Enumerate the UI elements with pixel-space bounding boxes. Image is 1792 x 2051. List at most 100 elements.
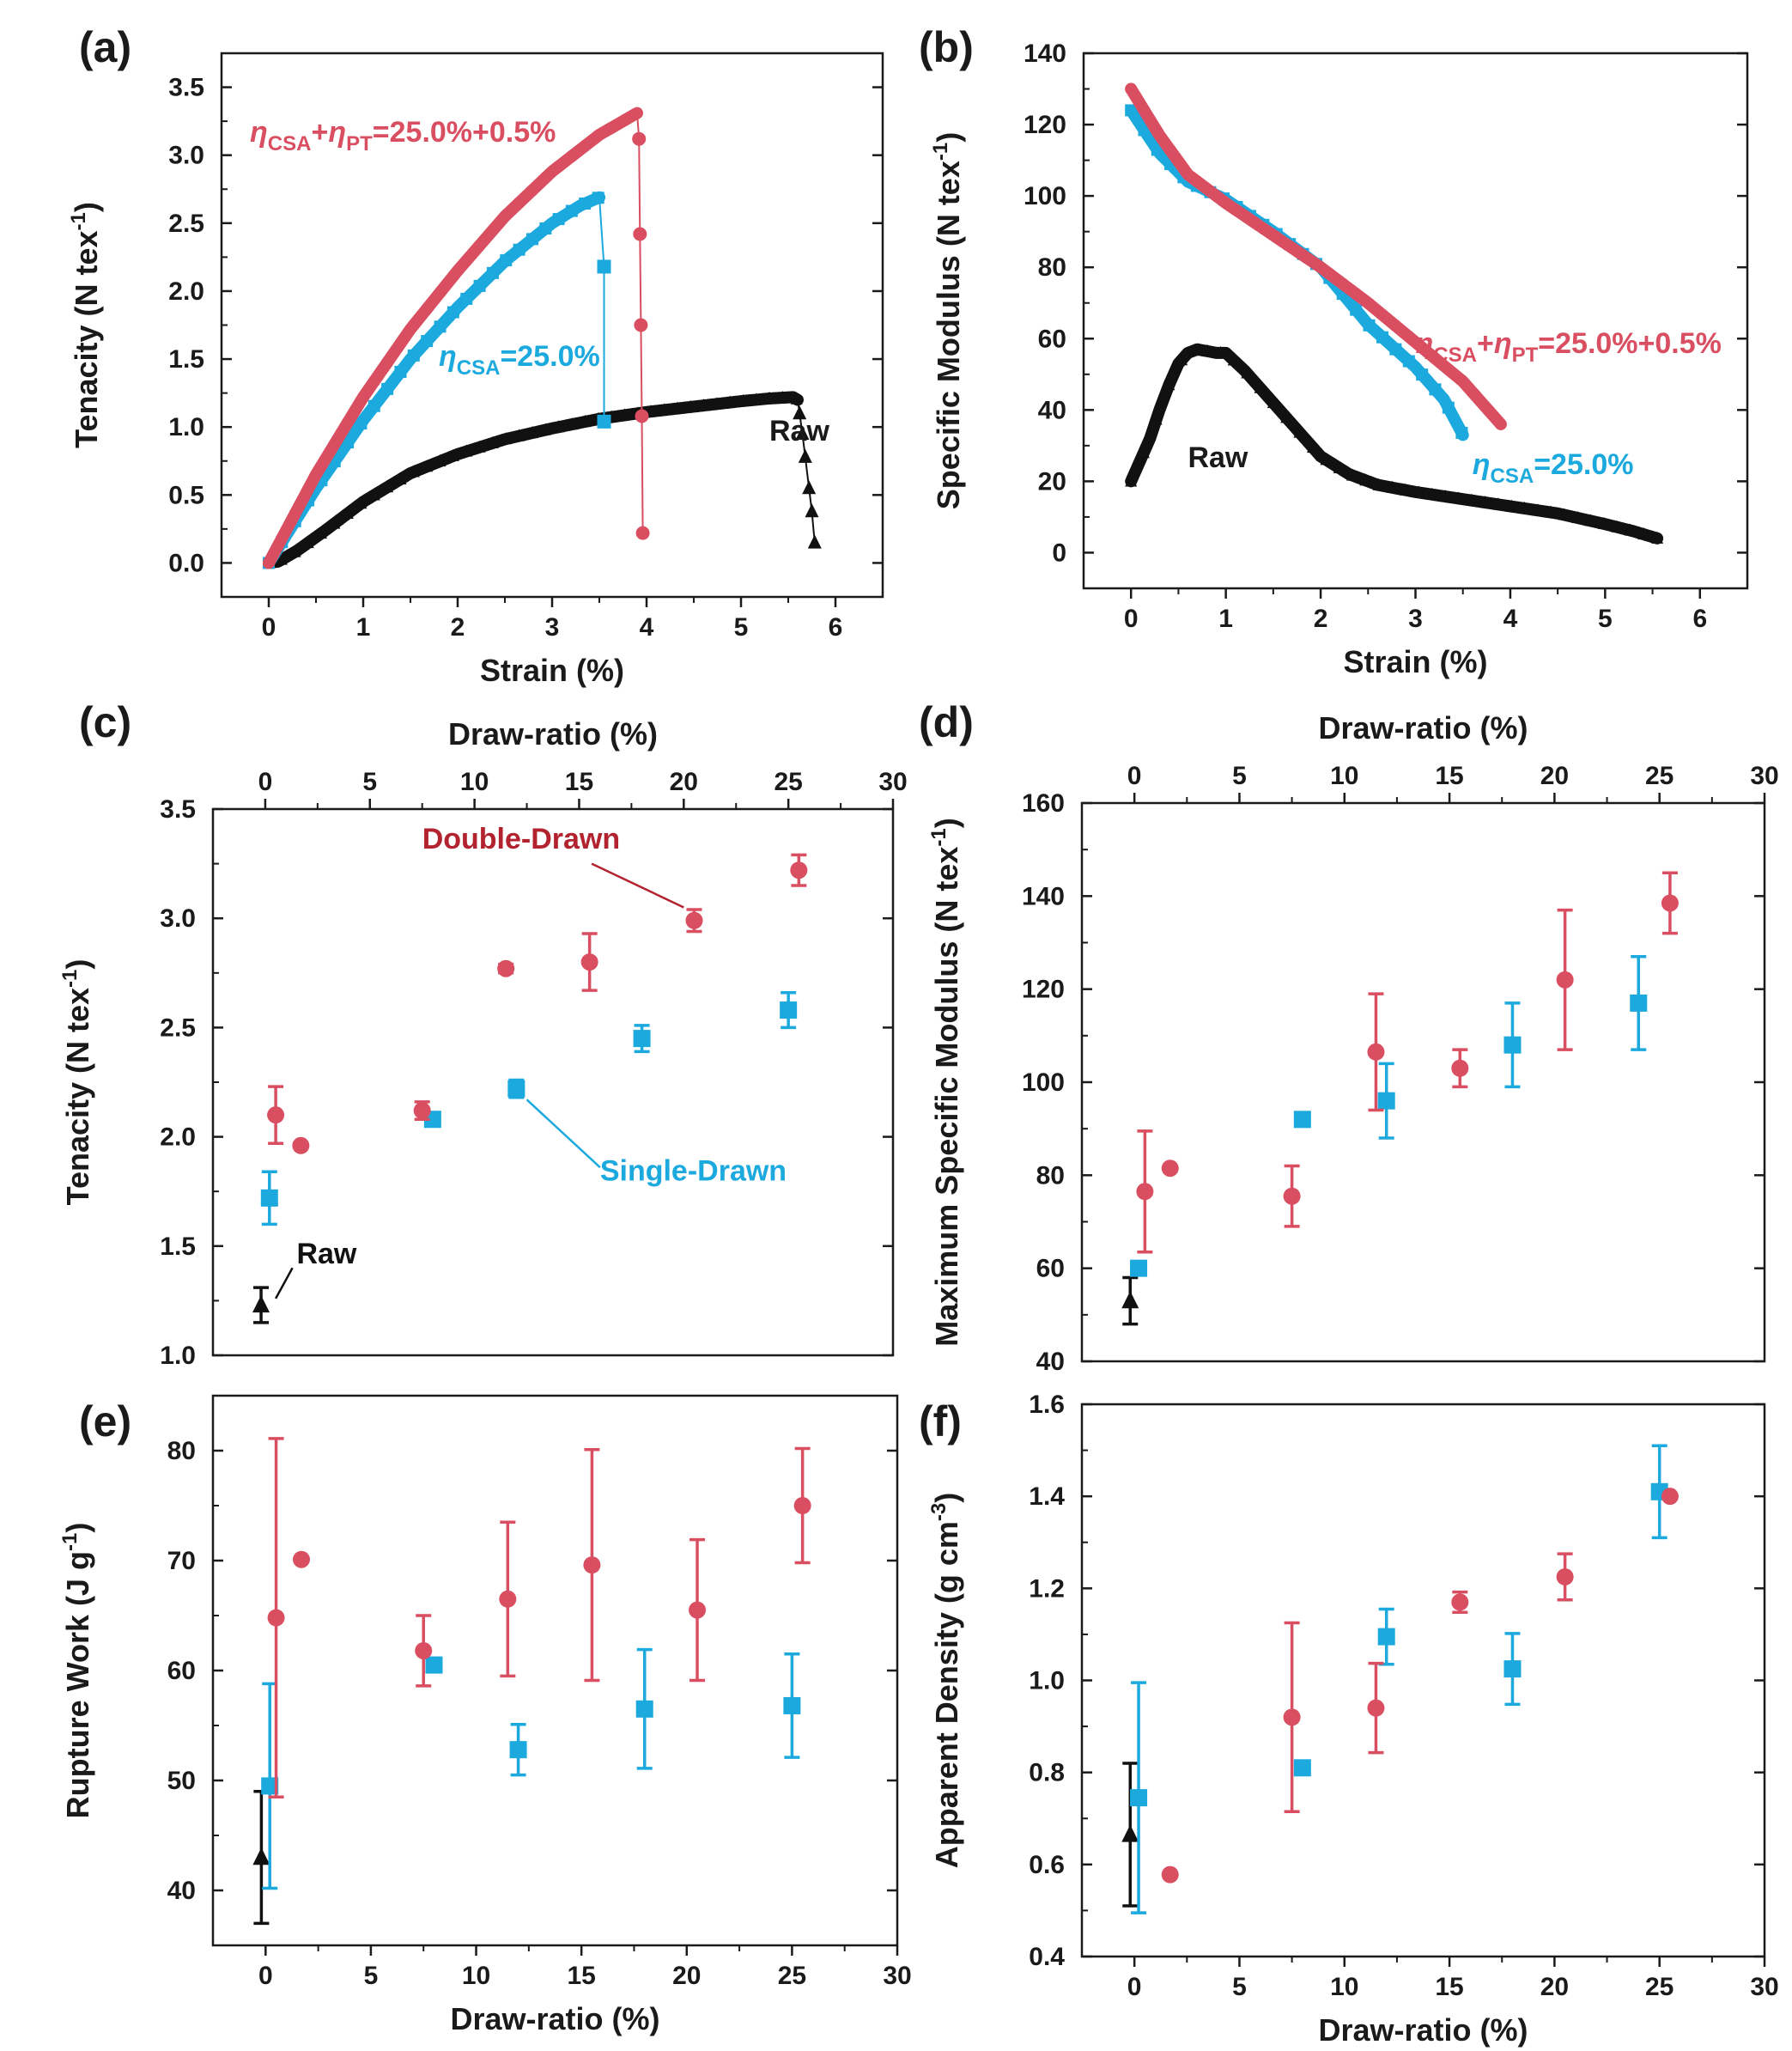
series-double-drawn xyxy=(1136,871,1679,1254)
series-double-drawn xyxy=(267,853,808,1154)
data-point xyxy=(341,506,354,519)
x-axis-label: Draw-ratio (%) xyxy=(1318,2012,1528,2048)
data-point xyxy=(301,536,314,549)
data-point xyxy=(355,394,368,407)
data-point xyxy=(1320,453,1333,466)
data-point xyxy=(1161,1865,1179,1884)
x-tick-label: 0 xyxy=(1127,1973,1142,2001)
data-point xyxy=(684,399,697,412)
data-point xyxy=(552,420,565,433)
x-tick-label: 4 xyxy=(640,613,654,642)
data-point xyxy=(1306,441,1319,453)
data-point xyxy=(1469,389,1482,402)
data-point xyxy=(421,459,434,472)
data-point xyxy=(497,959,515,977)
data-point xyxy=(689,1601,707,1619)
data-point xyxy=(724,395,737,408)
data-point xyxy=(1630,994,1648,1012)
data-point xyxy=(500,254,513,267)
data-point xyxy=(1661,894,1679,912)
data-point xyxy=(499,1590,517,1608)
data-point xyxy=(1280,411,1293,423)
data-point xyxy=(1651,531,1664,544)
data-point xyxy=(710,397,723,410)
data-point xyxy=(368,399,380,412)
x-tick-label: 3 xyxy=(545,613,560,642)
x-tick-label: 25 xyxy=(1645,762,1674,790)
x-tick-label: 10 xyxy=(1330,762,1358,790)
data-point xyxy=(513,243,525,256)
series-raw xyxy=(1125,343,1664,545)
y-tick-label: 80 xyxy=(1038,253,1066,282)
data-point xyxy=(1138,104,1151,117)
series-single-drawn xyxy=(260,990,798,1226)
x-tick-label: 0 xyxy=(1124,605,1139,633)
data-point xyxy=(1556,971,1574,989)
data-point xyxy=(1545,505,1558,518)
data-point xyxy=(434,320,446,333)
fracture-line xyxy=(598,197,605,422)
series-raw xyxy=(1121,1275,1139,1326)
data-point xyxy=(1416,341,1429,354)
data-point xyxy=(460,292,473,305)
data-point xyxy=(434,286,446,299)
series-line xyxy=(263,191,605,569)
data-point xyxy=(381,382,394,395)
data-point xyxy=(263,557,275,569)
x-tick-label: 30 xyxy=(883,1962,911,1990)
data-point xyxy=(252,1847,270,1865)
data-point xyxy=(292,1550,310,1568)
data-point xyxy=(1429,352,1442,365)
data-point xyxy=(750,393,762,405)
series--csa-pt-25-0-0-5- xyxy=(263,107,650,569)
data-point xyxy=(434,454,446,467)
data-point xyxy=(618,408,631,421)
data-point xyxy=(1455,426,1468,439)
data-point xyxy=(473,440,486,453)
x-tick-label: 30 xyxy=(1750,1973,1778,2001)
data-point xyxy=(592,129,604,142)
y-tick-label: 40 xyxy=(1036,1348,1065,1376)
data-point xyxy=(473,239,486,252)
data-point xyxy=(267,1106,285,1124)
data-point xyxy=(1399,483,1412,496)
data-point xyxy=(1218,195,1230,208)
data-point xyxy=(1151,125,1163,138)
data-point xyxy=(1297,249,1309,262)
x-tick-label: 2 xyxy=(1314,605,1328,633)
series-raw xyxy=(252,1286,270,1324)
y-tick-label: 1.0 xyxy=(168,413,204,441)
data-point xyxy=(394,365,407,378)
data-point xyxy=(1227,353,1240,366)
data-point xyxy=(473,279,486,292)
y-tick-label: 1.6 xyxy=(1029,1391,1065,1419)
data-point xyxy=(763,391,775,404)
series-single-drawn xyxy=(1130,1444,1668,1914)
data-point xyxy=(1283,1708,1301,1726)
fracture-point xyxy=(632,131,647,146)
data-point xyxy=(1121,1824,1139,1842)
y-tick-label: 40 xyxy=(167,1877,196,1905)
data-point xyxy=(275,552,288,565)
data-point xyxy=(1503,1036,1522,1054)
series-single-drawn xyxy=(1130,955,1648,1277)
x-tick-label: 20 xyxy=(1540,1973,1569,2001)
data-point xyxy=(1429,383,1442,396)
data-point xyxy=(1389,320,1402,332)
annotation-part: η xyxy=(439,340,457,373)
data-point xyxy=(1346,468,1359,481)
data-point xyxy=(539,171,552,184)
data-point xyxy=(368,374,380,387)
data-point xyxy=(1571,510,1584,524)
y-tick-label: 2.0 xyxy=(168,277,204,306)
data-point xyxy=(525,426,538,439)
data-point xyxy=(671,401,683,414)
data-point xyxy=(633,1030,651,1048)
data-point xyxy=(1416,368,1429,381)
data-point xyxy=(446,448,459,461)
data-point xyxy=(507,1080,525,1098)
data-point xyxy=(579,414,592,428)
data-point xyxy=(580,953,598,971)
data-point xyxy=(460,444,473,457)
y-tick-label: 3.5 xyxy=(168,74,204,102)
